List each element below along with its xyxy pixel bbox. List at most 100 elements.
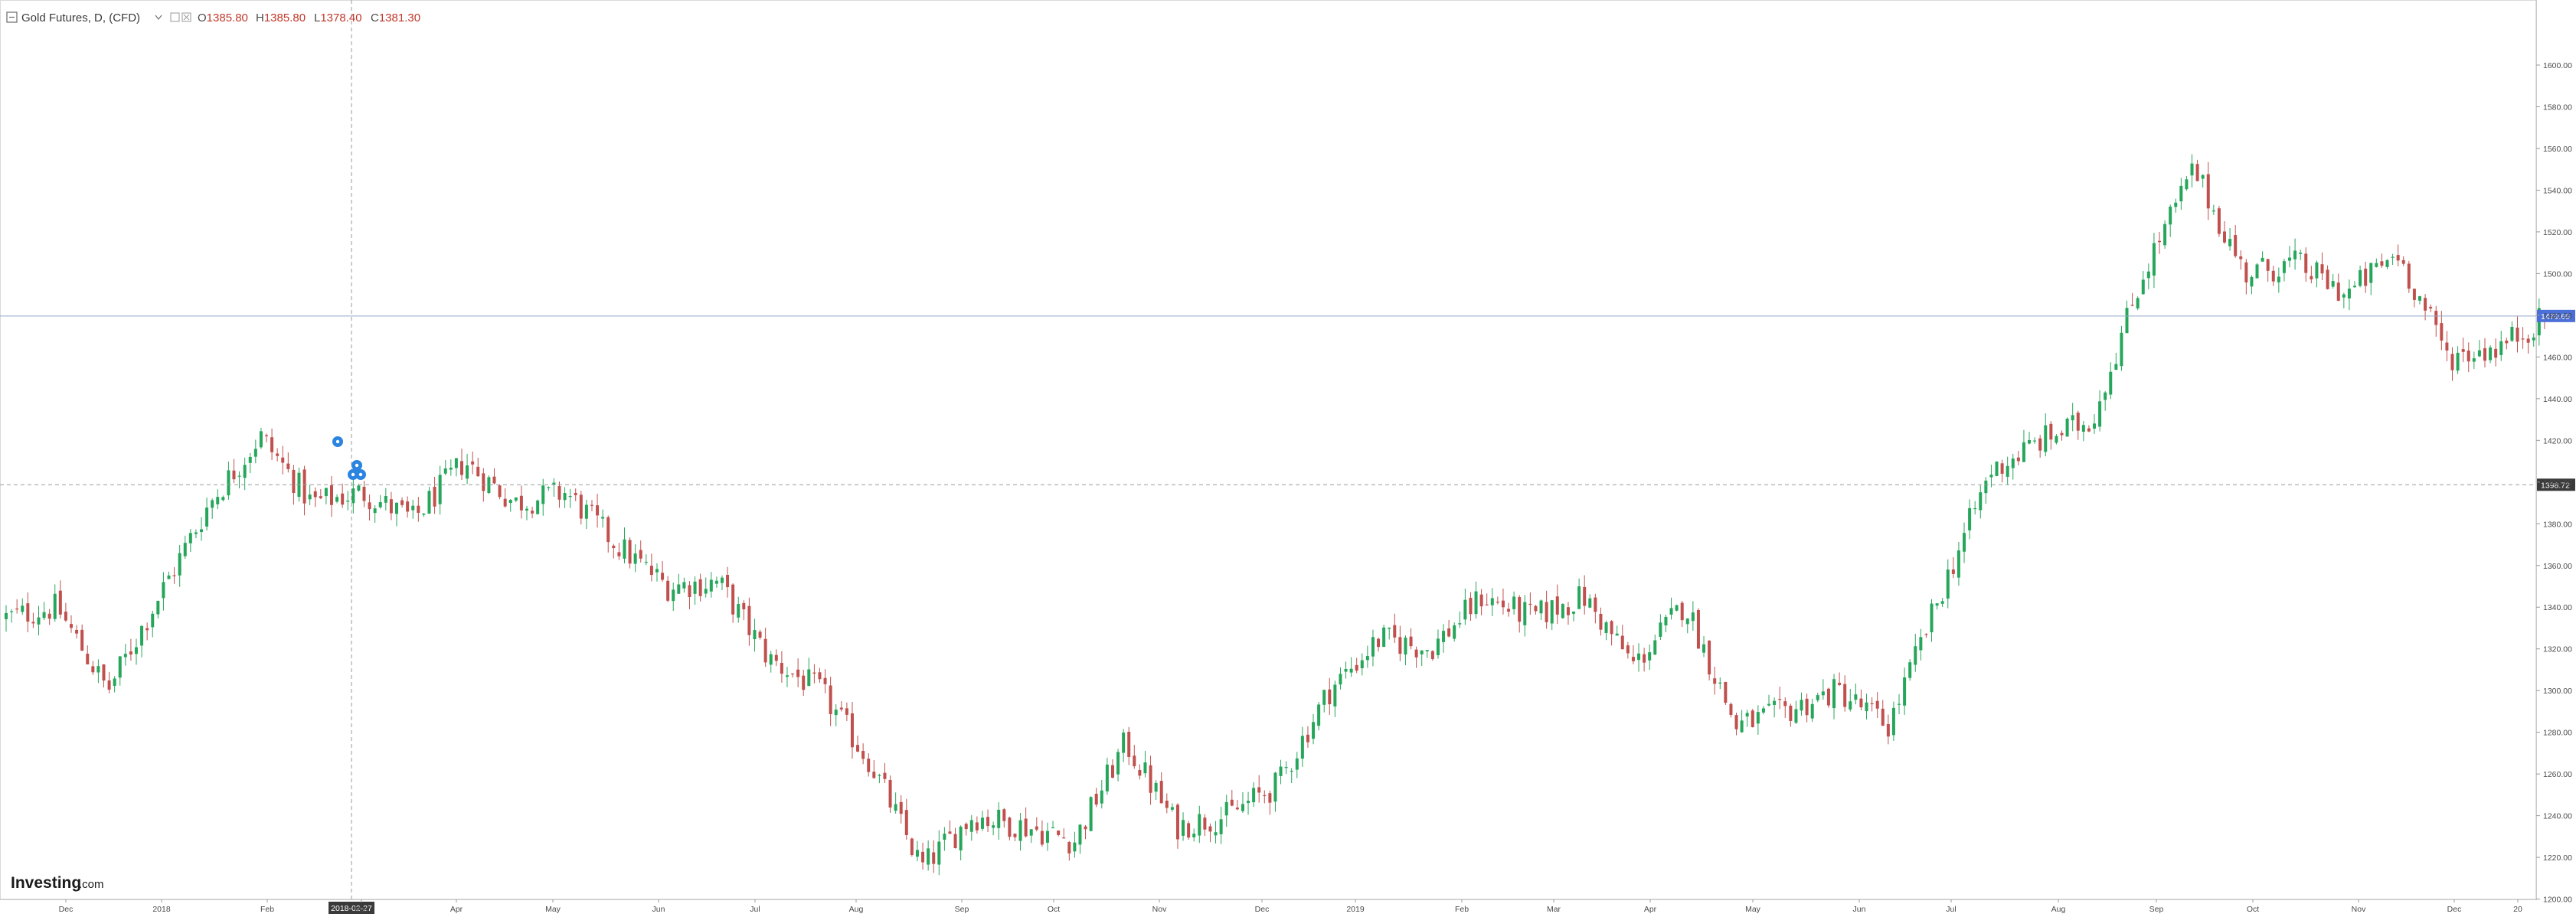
candle-body [1365,656,1369,661]
candle-body [547,487,551,488]
candle-body [422,514,426,515]
candle-body [894,804,897,811]
candle-body [557,485,561,500]
candle-body [1708,640,1711,675]
candle-body [1371,637,1375,657]
candle-body [96,666,100,673]
candle-body [459,461,463,475]
candle-body [1577,586,1581,609]
candle-body [888,779,892,808]
candle-body [1420,650,1424,654]
candle-body [113,678,116,687]
chevron-down-icon[interactable] [155,15,162,21]
candle-body [807,669,811,687]
candle-body [693,581,697,594]
collapse-icon[interactable] [6,11,18,23]
candle-body [1550,600,1554,624]
candle-body [2364,268,2368,286]
candle-body [86,654,90,664]
x-tick-label: Mar [1547,905,1561,914]
candle-body [552,482,556,485]
candle-body [1659,622,1662,637]
candle-body [438,475,442,504]
y-tick-label: 1360.00 [2543,562,2572,571]
svg-text:O1385.80: O1385.80 [198,11,248,24]
candle-body [525,508,528,511]
candle-body [596,505,600,516]
candle-body [1479,594,1483,607]
candle-body [2401,259,2405,264]
candle-body [1935,603,1939,606]
candle-body [943,834,946,840]
candle-body [2163,224,2167,246]
candle-body [194,532,198,534]
candle-body [2179,185,2183,202]
candle-body [2424,298,2427,311]
x-tick-label: Apr [1644,905,1657,914]
candle-body [1002,809,1006,821]
ohlc-high-label: H [256,11,264,24]
candle-body [2212,210,2215,212]
candle-body [313,491,317,498]
candle-body [2234,235,2238,256]
logo-suffix: .com [79,878,104,891]
candle-body [2396,255,2400,261]
investing-logo: Investing .com [11,874,104,892]
candle-body [1089,797,1093,831]
settings-square-icon[interactable] [170,12,180,22]
candle-body [205,507,209,527]
candle-body [1290,770,1293,772]
candle-body [812,672,816,674]
candle-body [606,517,610,543]
candle-body [948,831,952,834]
candle-body [91,666,95,673]
close-square-icon[interactable] [181,12,191,22]
candle-body [758,631,762,638]
y-tick-label: 1380.00 [2543,520,2572,529]
candle-body [1610,621,1613,635]
candle-body [1295,758,1299,770]
candle-body [37,617,41,625]
candle-body [443,468,447,474]
candle-body [639,550,642,559]
candle-body [1393,625,1397,638]
candle-body [1685,618,1689,625]
candle-body [2456,352,2460,371]
x-tick-label: Dec [59,905,74,914]
candle-body [1849,701,1852,710]
candle-body [531,511,534,514]
candle-body [579,494,583,519]
candle-body [1555,596,1559,615]
candle-body [368,502,371,510]
candle-body [2375,263,2378,267]
candle-body [384,496,387,503]
candle-body [454,458,458,468]
candle-body [2000,463,2004,474]
candle-body [1572,611,1576,614]
candle-body [2505,340,2509,344]
symbol-title[interactable]: Gold Futures, D, (CFD) [21,11,140,24]
candle-body [47,613,51,619]
candle-body [986,817,990,827]
candle-body [1545,602,1548,622]
candle-body [2445,342,2449,351]
candle-body [302,469,306,504]
candle-body [1599,613,1603,630]
candle-body [259,431,263,448]
candle-body [2434,311,2438,325]
candle-body [1891,707,1895,736]
candle-body [1382,627,1386,648]
candle-body [2282,261,2286,273]
candle-body [1127,732,1131,757]
candle-body [1175,804,1179,840]
candle-body [276,453,280,456]
candle-body [992,825,995,828]
candle-body [2195,164,2199,181]
candle-body [156,600,160,615]
candle-body [1810,703,1814,719]
candle-body [482,473,485,491]
candle-body [1084,826,1087,830]
svg-text:C1381.30: C1381.30 [371,11,420,24]
